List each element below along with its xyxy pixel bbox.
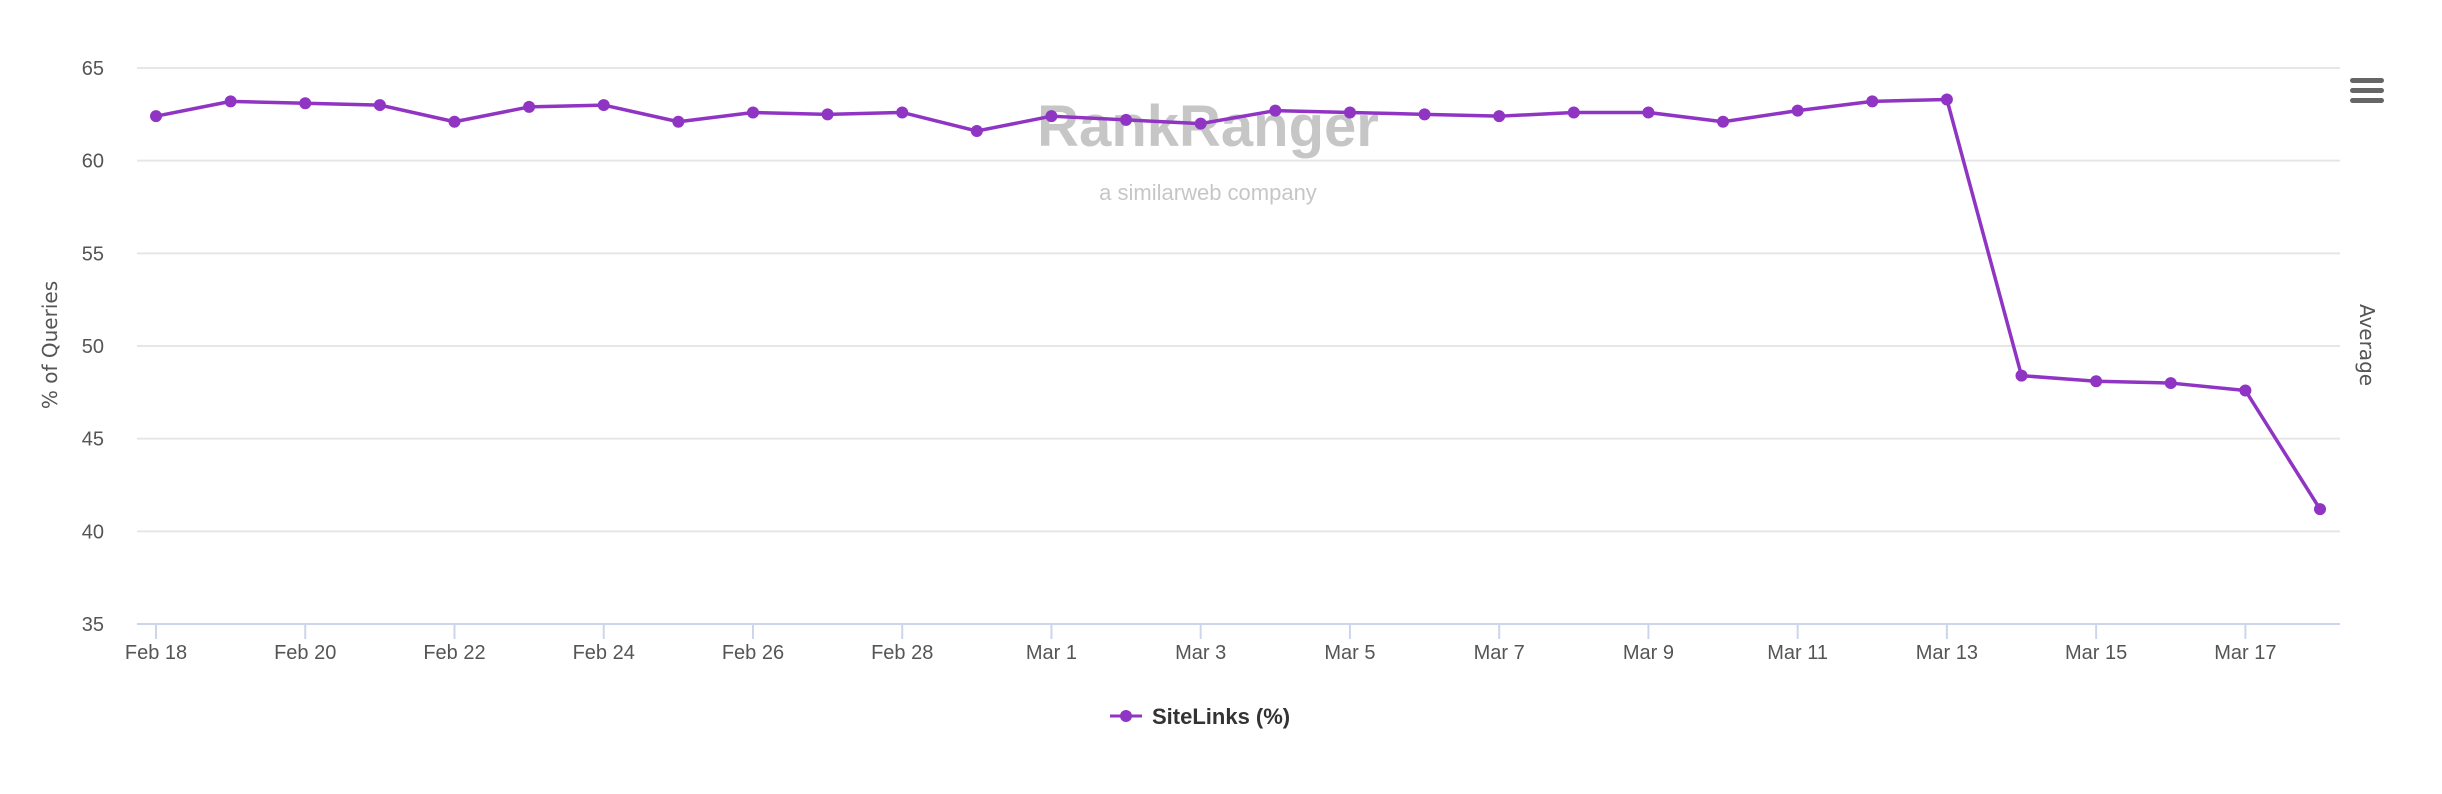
secondary-axis-title: Average bbox=[2355, 304, 2379, 386]
gridlines bbox=[137, 67, 2340, 533]
x-tick-label: Feb 26 bbox=[722, 642, 784, 664]
y-tick-label: 45 bbox=[82, 429, 104, 451]
data-point[interactable] bbox=[896, 106, 909, 119]
y-tick-label: 60 bbox=[82, 151, 104, 173]
data-point[interactable] bbox=[1493, 110, 1506, 123]
y-tick-label: 35 bbox=[82, 614, 104, 636]
legend-label: SiteLinks (%) bbox=[1152, 704, 1290, 729]
data-point[interactable] bbox=[2239, 384, 2252, 397]
watermark-brand: RankRanger bbox=[1037, 94, 1379, 159]
data-point[interactable] bbox=[821, 108, 834, 121]
watermark-logo: RankRanger a similarweb company bbox=[1037, 94, 1379, 205]
x-tick-label: Feb 20 bbox=[274, 642, 336, 664]
data-point[interactable] bbox=[970, 125, 983, 138]
x-tick-label: Mar 9 bbox=[1623, 642, 1674, 664]
x-tick-label: Mar 1 bbox=[1026, 642, 1077, 664]
data-point[interactable] bbox=[448, 115, 461, 128]
data-point[interactable] bbox=[1045, 110, 1058, 123]
data-point[interactable] bbox=[150, 110, 162, 123]
y-axis-title: % of Queries bbox=[38, 281, 62, 409]
data-point[interactable] bbox=[2314, 503, 2326, 516]
x-tick-label: Mar 15 bbox=[2065, 642, 2127, 664]
series-line bbox=[155, 97, 2322, 511]
data-point[interactable] bbox=[1866, 95, 1879, 108]
data-point[interactable] bbox=[1120, 113, 1133, 126]
data-point[interactable] bbox=[1343, 106, 1356, 119]
data-point[interactable] bbox=[1791, 104, 1804, 117]
data-point[interactable] bbox=[1418, 108, 1431, 121]
y-tick-label: 55 bbox=[82, 243, 104, 265]
x-tick-label: Mar 17 bbox=[2214, 642, 2276, 664]
y-tick-label: 65 bbox=[82, 58, 104, 80]
data-point[interactable] bbox=[672, 115, 685, 128]
x-tick-label: Feb 22 bbox=[423, 642, 485, 664]
data-point[interactable] bbox=[373, 99, 386, 112]
data-point[interactable] bbox=[2015, 369, 2028, 382]
data-point[interactable] bbox=[2090, 375, 2103, 388]
data-point[interactable] bbox=[224, 95, 237, 108]
x-tick-label: Feb 28 bbox=[871, 642, 933, 664]
data-point[interactable] bbox=[2164, 377, 2177, 390]
x-tick-label: Feb 18 bbox=[125, 642, 187, 664]
data-point[interactable] bbox=[299, 97, 312, 110]
legend-item-sitelinks[interactable]: SiteLinks (%) bbox=[1110, 704, 1290, 729]
x-tick-label: Mar 3 bbox=[1175, 642, 1226, 664]
data-point[interactable] bbox=[1717, 115, 1730, 128]
data-point[interactable] bbox=[523, 100, 536, 113]
watermark-tagline: a similarweb company bbox=[1099, 180, 1317, 205]
series-sitelinks bbox=[150, 93, 2326, 516]
data-point[interactable] bbox=[1642, 106, 1655, 119]
hamburger-menu-icon[interactable] bbox=[2350, 78, 2384, 103]
data-point[interactable] bbox=[746, 106, 759, 119]
x-tick-label: Mar 13 bbox=[1916, 642, 1978, 664]
data-point[interactable] bbox=[1194, 117, 1207, 130]
legend-dot-marker bbox=[1120, 710, 1132, 722]
y-tick-label: 50 bbox=[82, 336, 104, 358]
x-tick-label: Mar 11 bbox=[1767, 642, 1828, 664]
data-point[interactable] bbox=[1940, 93, 1953, 106]
data-point[interactable] bbox=[597, 99, 610, 112]
y-tick-label: 40 bbox=[82, 521, 104, 543]
x-tick-label: Mar 7 bbox=[1474, 642, 1525, 664]
y-axis-ticks: 35 40 45 50 55 60 65 bbox=[82, 58, 104, 636]
x-tick-label: Feb 24 bbox=[573, 642, 635, 664]
x-tick-label: Mar 5 bbox=[1324, 642, 1375, 664]
x-axis: Feb 18 Feb 20 Feb 22 Feb 24 Feb 26 Feb 28 Mar … bbox=[125, 623, 2340, 664]
data-point[interactable] bbox=[1269, 104, 1282, 117]
data-point[interactable] bbox=[1567, 106, 1580, 119]
